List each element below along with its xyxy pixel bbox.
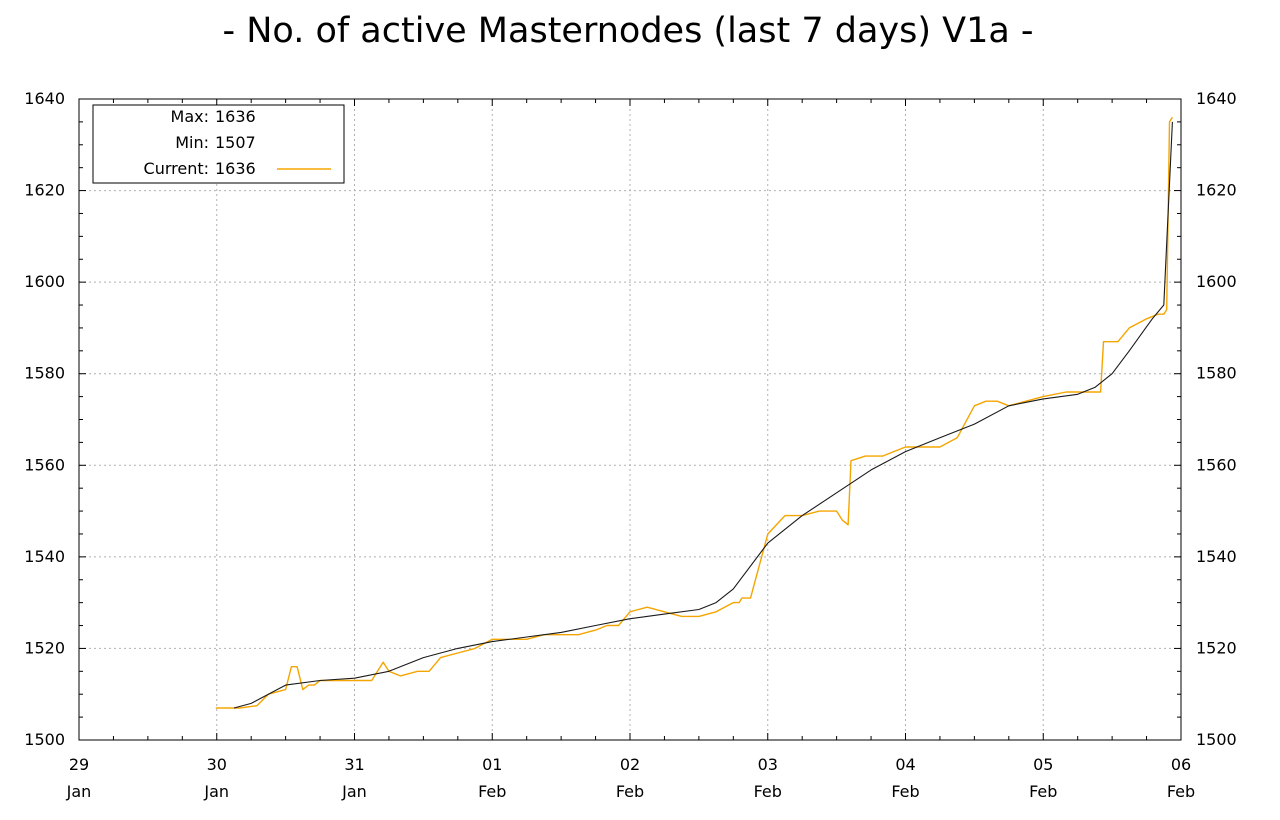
- x-tick-label-day: 29: [69, 755, 89, 774]
- x-tick-label-month: Feb: [1029, 782, 1057, 801]
- y-tick-label-left: 1580: [24, 364, 65, 383]
- plot-border: [78, 98, 1182, 741]
- y-tick-label-left: 1560: [24, 455, 65, 474]
- y-tick-label-right: 1600: [1196, 272, 1237, 291]
- x-tick-label-day: 01: [482, 755, 502, 774]
- y-tick-label-right: 1560: [1196, 455, 1237, 474]
- x-tick-label-month: Feb: [1167, 782, 1195, 801]
- legend: Max: 1636 Min: 1507 Current: 1636: [92, 104, 345, 184]
- y-tick-label-left: 1500: [24, 730, 65, 749]
- x-tick-label-day: 02: [620, 755, 640, 774]
- y-tick-label-left: 1540: [24, 547, 65, 566]
- x-tick-label-day: 03: [758, 755, 778, 774]
- legend-label: Current:: [144, 159, 209, 178]
- y-tick-label-right: 1620: [1196, 181, 1237, 200]
- axes: 1500 1500 1520 1520 1540 1540 1560 1560 1580 1580…: [24, 89, 1236, 801]
- y-tick-label-right: 1500: [1196, 730, 1237, 749]
- grid-lines: [79, 99, 1181, 740]
- legend-label: Max:: [171, 107, 209, 126]
- x-tick-label-day: 30: [207, 755, 227, 774]
- x-tick-label-month: Feb: [616, 782, 644, 801]
- x-tick-label-month: Jan: [203, 782, 229, 801]
- x-tick-label-month: Feb: [478, 782, 506, 801]
- series-line-0: [215, 116, 1173, 709]
- legend-value: 1636: [215, 107, 256, 126]
- x-tick-label-month: Jan: [66, 782, 92, 801]
- legend-value: 1636: [215, 159, 256, 178]
- legend-label: Min:: [175, 133, 209, 152]
- x-tick-label-day: 31: [344, 755, 364, 774]
- series-line-1: [233, 121, 1173, 709]
- legend-value: 1507: [215, 133, 256, 152]
- y-tick-label-right: 1540: [1196, 547, 1237, 566]
- x-tick-label-month: Jan: [341, 782, 367, 801]
- x-tick-label-day: 06: [1171, 755, 1191, 774]
- chart-title: - No. of active Masternodes (last 7 days…: [222, 11, 1034, 51]
- y-tick-label-right: 1580: [1196, 364, 1237, 383]
- y-tick-label-right: 1520: [1196, 638, 1237, 657]
- y-tick-label-right: 1640: [1196, 89, 1237, 108]
- x-tick-label-day: 05: [1033, 755, 1053, 774]
- y-tick-label-left: 1620: [24, 181, 65, 200]
- y-tick-label-left: 1600: [24, 272, 65, 291]
- x-tick-label-month: Feb: [754, 782, 782, 801]
- x-tick-label-month: Feb: [891, 782, 919, 801]
- y-tick-label-left: 1640: [24, 89, 65, 108]
- series-lines: [215, 116, 1173, 709]
- legend-box: [92, 104, 345, 184]
- x-tick-label-day: 04: [895, 755, 915, 774]
- y-tick-label-left: 1520: [24, 638, 65, 657]
